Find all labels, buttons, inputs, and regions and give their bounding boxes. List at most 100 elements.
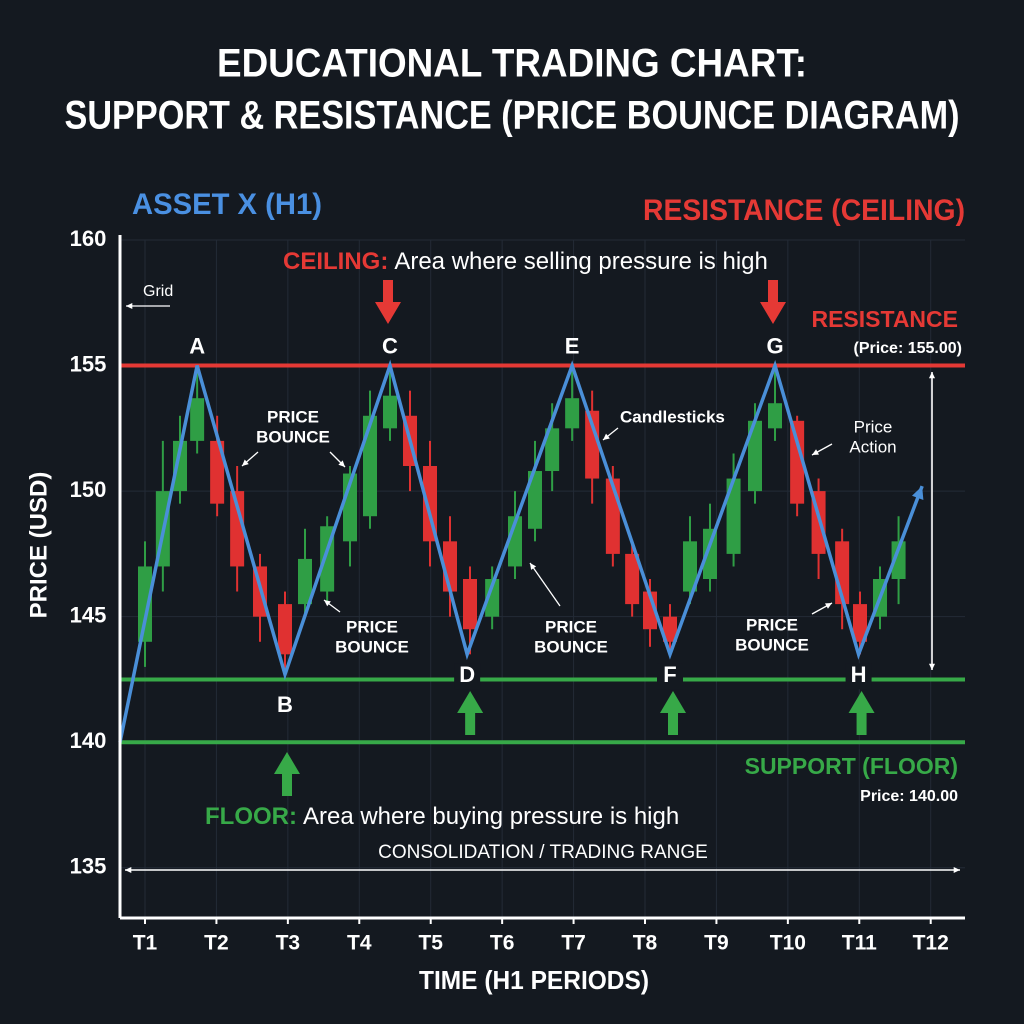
x-tick-label: T6 <box>490 932 515 955</box>
point-label: D <box>459 662 475 687</box>
annotation: CEILING: Area where selling pressure is h… <box>283 248 768 275</box>
candle-body <box>210 440 225 504</box>
chart-title: SUPPORT & RESISTANCE (PRICE BOUNCE DIAGR… <box>65 94 960 138</box>
candle-body <box>463 579 477 630</box>
annotation: (Price: 155.00) <box>853 340 962 357</box>
axes: 135 140 145 150 155 160 T1 T2 T3 T4 T5 T6 T7 T8 T9 T10 T… <box>70 226 965 955</box>
annotation: PRICE <box>545 617 597 636</box>
candle-body <box>663 616 677 642</box>
x-tick-label: T1 <box>133 932 158 955</box>
x-tick-label: T2 <box>204 932 229 955</box>
down-arrow <box>375 280 401 324</box>
leader <box>529 562 561 607</box>
price-line-arrowhead <box>911 486 924 501</box>
candle-body <box>891 541 906 579</box>
x-axis-label: TIME (H1 PERIODS) <box>419 965 649 995</box>
chart-subtitle: ASSET X (H1) <box>132 188 322 221</box>
annotation: Price <box>854 417 893 436</box>
leader-head <box>928 372 936 379</box>
leader-head <box>812 449 819 455</box>
up-arrow <box>848 691 875 735</box>
x-tick-label: T7 <box>561 932 586 955</box>
candle-body <box>190 398 205 441</box>
label-backdrop <box>454 663 481 690</box>
candle-body <box>230 491 245 567</box>
leader-head <box>928 663 936 670</box>
candle-body <box>703 528 717 579</box>
annotation-text: Area where buying pressure is high <box>303 803 679 830</box>
annotation: SUPPORT (FLOOR) <box>745 753 958 779</box>
chart-title: EDUCATIONAL TRADING CHART: <box>217 42 807 86</box>
leader-head <box>242 459 249 466</box>
candle-body <box>748 420 762 492</box>
x-tick-label: T3 <box>276 932 301 955</box>
up-arrow <box>457 691 484 735</box>
x-tick-label: T12 <box>913 932 949 955</box>
leader-head <box>530 563 537 570</box>
resistance-heading: RESISTANCE (CEILING) <box>643 194 965 227</box>
y-tick-label: 145 <box>70 602 107 627</box>
x-tick-label: T9 <box>704 932 729 955</box>
x-tick-label: T5 <box>418 932 443 955</box>
x-tick-label: T11 <box>842 932 877 955</box>
annotation: PRICE <box>346 617 398 636</box>
candle-body <box>726 478 741 554</box>
annotation: BOUNCE <box>335 637 409 656</box>
candle-body <box>853 604 867 642</box>
point-label: F <box>663 662 676 687</box>
price-line <box>118 359 924 743</box>
annotation-text: Area where selling pressure is high <box>394 248 768 275</box>
candle-body <box>625 553 640 605</box>
x-tick-label: T4 <box>347 932 372 955</box>
levels <box>120 363 965 745</box>
label-backdrop <box>845 663 872 690</box>
candle-body <box>278 604 292 655</box>
candle-body <box>683 541 697 592</box>
up-arrow <box>660 691 686 735</box>
candle-body <box>565 398 580 429</box>
point-label: E <box>565 333 580 358</box>
price-line-layer <box>118 359 924 743</box>
annotation: RESISTANCE <box>811 306 958 332</box>
up-arrow <box>274 752 300 796</box>
leader-head <box>953 866 960 874</box>
y-tick-label: 140 <box>70 728 107 753</box>
y-tick-label: 155 <box>70 351 107 376</box>
point-label: G <box>766 333 783 358</box>
y-axis-label: PRICE (USD) <box>25 472 52 619</box>
y-tick-label: 150 <box>70 477 107 502</box>
leader-head <box>125 866 132 874</box>
annotation: Price: 140.00 <box>860 788 958 805</box>
candle-body <box>138 566 152 642</box>
annotation: Grid <box>143 283 173 300</box>
leader-head <box>338 460 345 467</box>
candle-body <box>585 410 600 479</box>
leader-head <box>126 302 133 310</box>
point-label: A <box>189 333 205 358</box>
leader-head <box>825 603 832 609</box>
annotation: FLOOR: Area where buying pressure is high <box>205 803 679 830</box>
annotation-label: FLOOR: <box>205 803 297 830</box>
candle-body <box>173 440 187 492</box>
leader-head <box>603 433 610 440</box>
x-tick-label: T10 <box>770 932 806 955</box>
annotation: BOUNCE <box>256 427 330 446</box>
annotation: CONSOLIDATION / TRADING RANGE <box>378 842 708 863</box>
candle-body <box>790 420 805 504</box>
annotation: PRICE <box>267 407 319 426</box>
annotation: BOUNCE <box>534 637 608 656</box>
candle-body <box>383 395 397 429</box>
annotation: Candlesticks <box>620 407 725 426</box>
point-label: B <box>277 692 293 717</box>
candle-body <box>545 428 560 472</box>
leader-head <box>324 600 331 607</box>
y-tick-label: 135 <box>70 854 107 879</box>
label-backdrop <box>657 663 683 690</box>
candle-body <box>528 471 542 529</box>
candle-body <box>298 558 312 605</box>
candle-body <box>768 403 782 429</box>
candle-body <box>363 415 377 517</box>
